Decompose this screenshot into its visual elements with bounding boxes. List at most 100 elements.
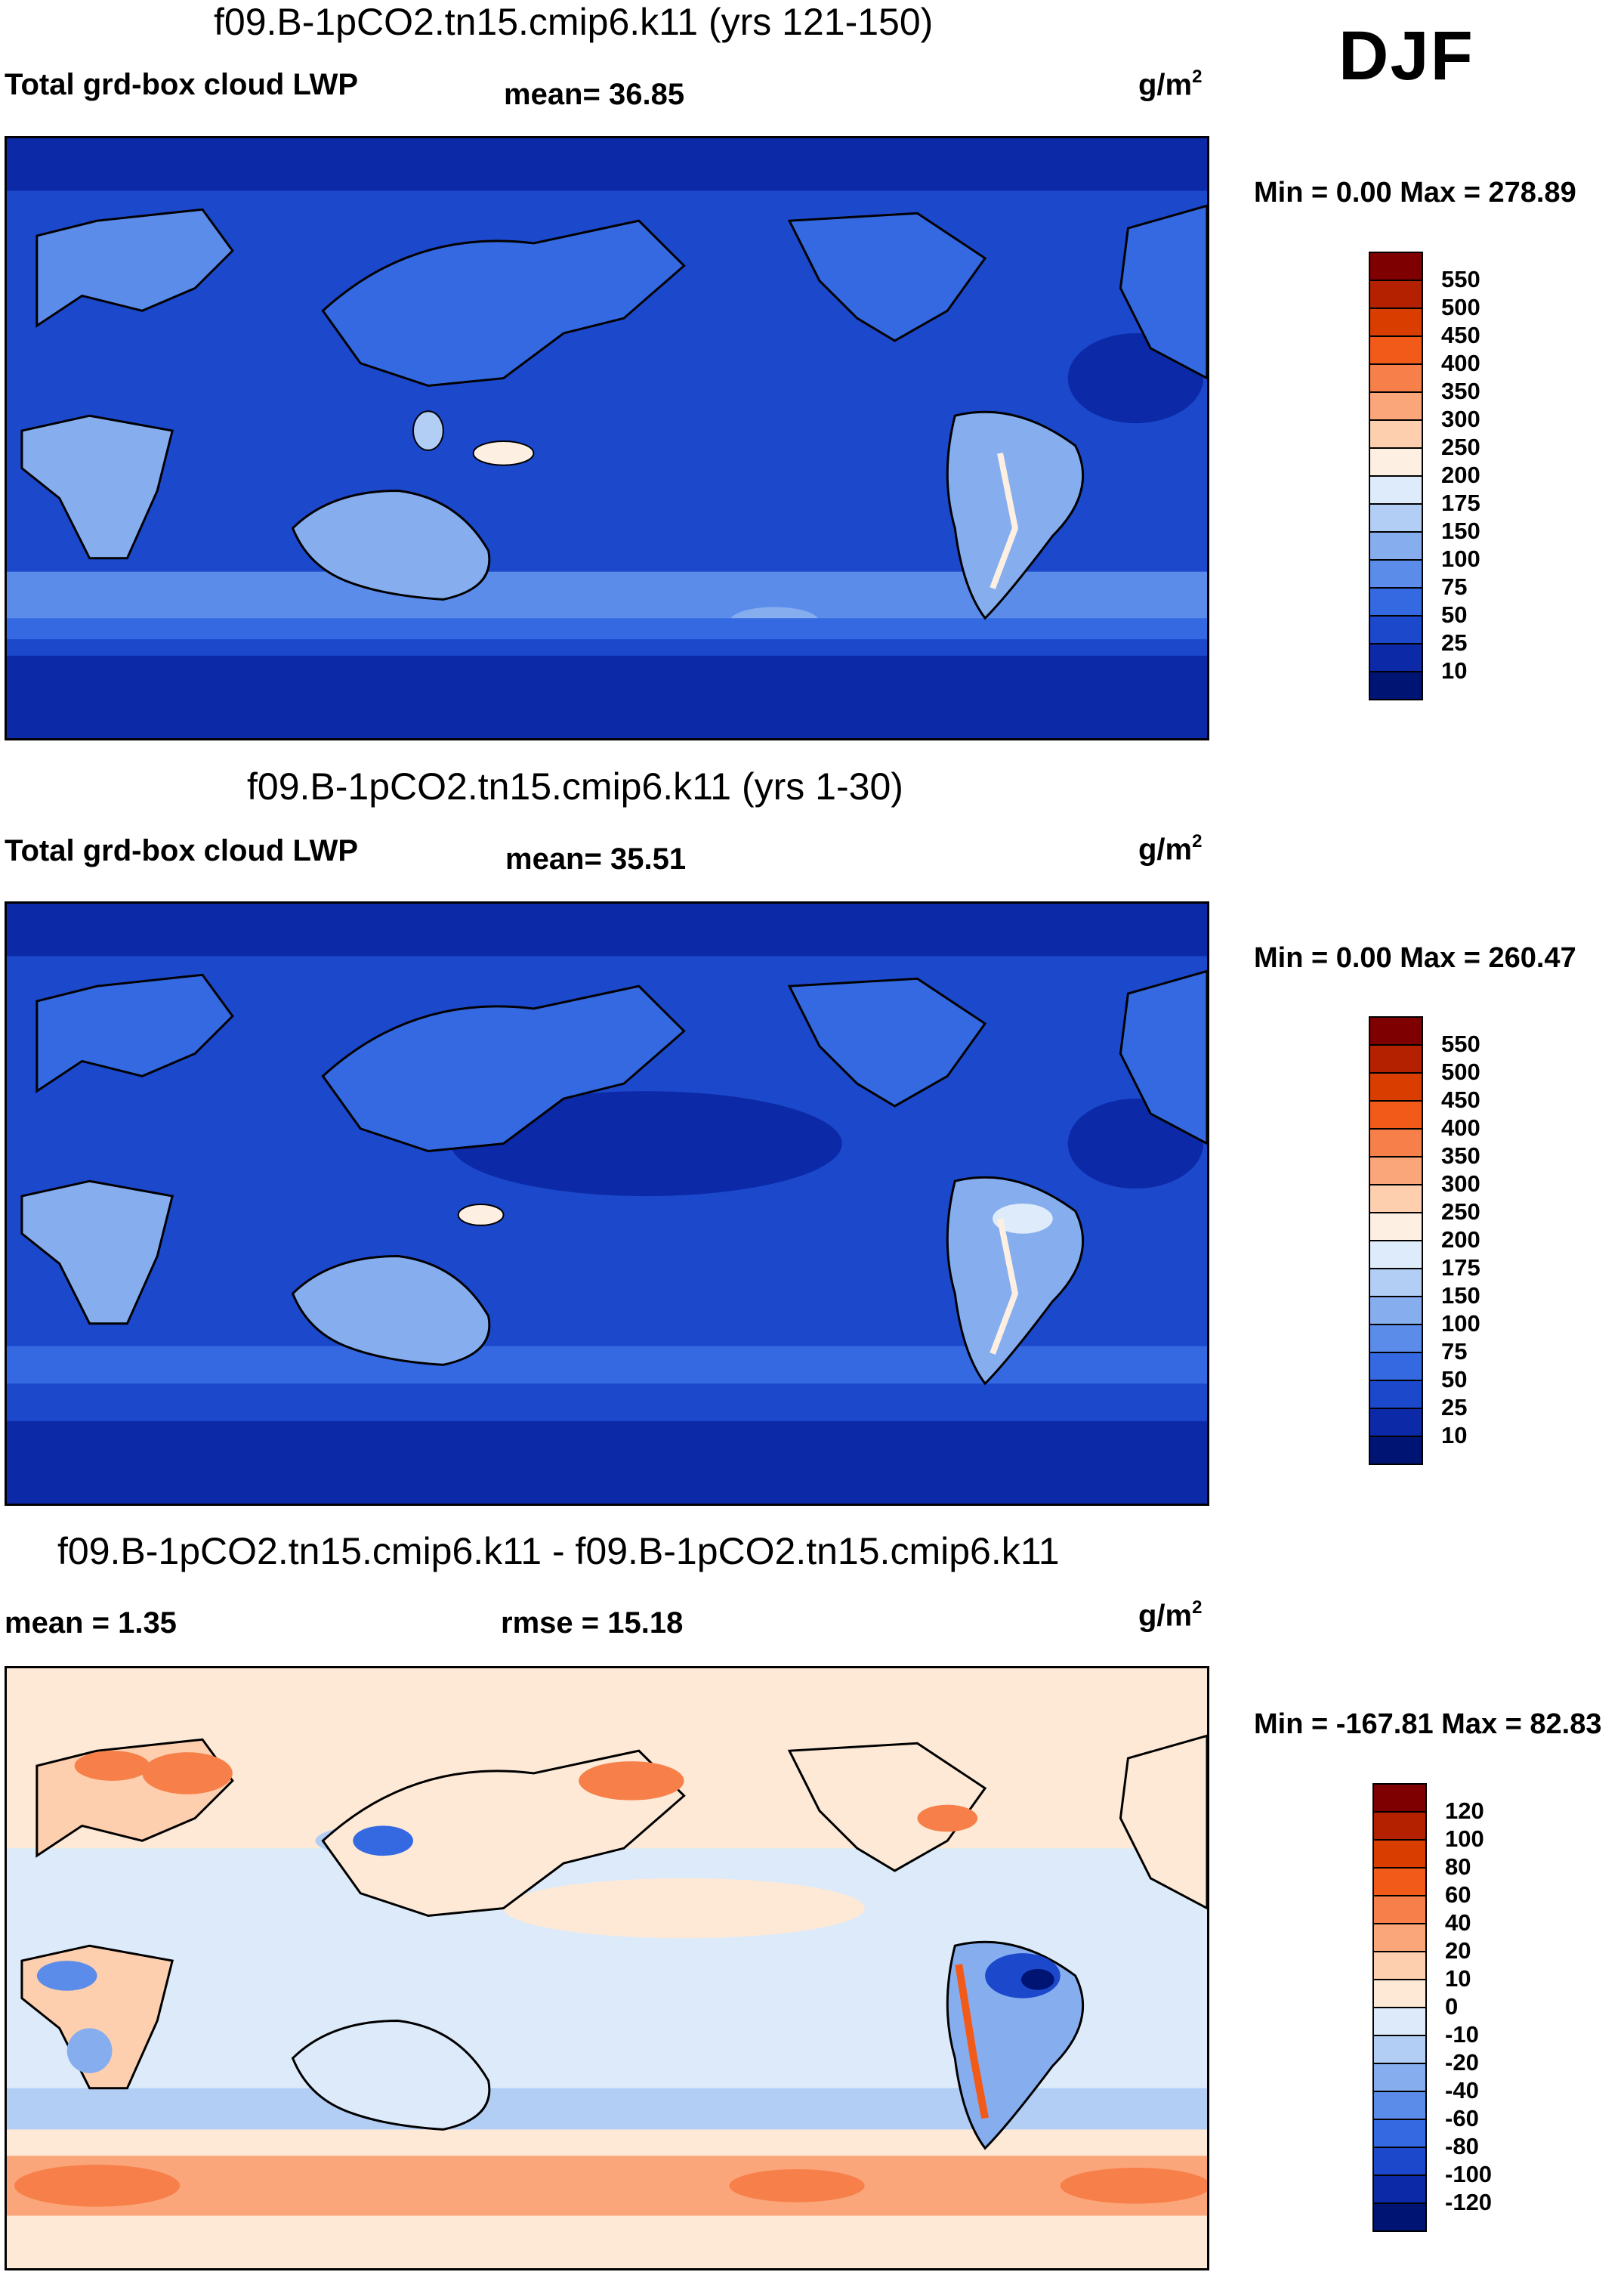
colorbar-swatch bbox=[1372, 2175, 1427, 2204]
colorbar-label: 150 bbox=[1441, 1282, 1480, 1309]
colorbar-swatch bbox=[1369, 1184, 1423, 1213]
colorbar-label: 60 bbox=[1445, 1881, 1471, 1908]
colorbar-label: 50 bbox=[1441, 1366, 1468, 1393]
colorbar-swatch bbox=[1369, 1380, 1423, 1409]
colorbar-swatch bbox=[1369, 531, 1423, 561]
colorbar-swatch bbox=[1372, 1867, 1427, 1896]
panel-1-units: g/m2 bbox=[1138, 66, 1203, 102]
colorbar-swatch bbox=[1369, 475, 1423, 505]
panel-1-mean: mean= 36.85 bbox=[504, 78, 685, 111]
colorbar-swatch bbox=[1369, 308, 1423, 337]
panel-3-units: g/m2 bbox=[1138, 1597, 1203, 1633]
colorbar-swatch bbox=[1369, 559, 1423, 589]
colorbar-swatch bbox=[1369, 419, 1423, 449]
colorbar-swatch bbox=[1372, 2202, 1427, 2232]
colorbar-label: 0 bbox=[1445, 1993, 1459, 2020]
colorbar-label: 175 bbox=[1441, 490, 1480, 516]
colorbar-label: 200 bbox=[1441, 1226, 1480, 1253]
colorbar-label: -20 bbox=[1445, 2049, 1479, 2076]
panel-2-colorbar: 550 500 450 400 350 300 250 200 175 150 100 75 50 25 1… bbox=[1369, 1016, 1480, 1465]
colorbar-label: 10 bbox=[1441, 657, 1468, 684]
panel-1-field-label: Total grd-box cloud LWP bbox=[5, 68, 359, 101]
colorbar-label: 10 bbox=[1445, 1965, 1471, 1992]
colorbar-swatch bbox=[1369, 615, 1423, 644]
panel-1-colorbar: 550 500 450 400 350 300 250 200 175 150 100 75 50 25 1… bbox=[1369, 252, 1480, 700]
colorbar-swatch bbox=[1369, 1212, 1423, 1241]
colorbar-swatch bbox=[1369, 1100, 1423, 1130]
colorbar-swatch bbox=[1372, 2007, 1427, 2036]
colorbar-label: -120 bbox=[1445, 2189, 1493, 2215]
colorbar-swatch bbox=[1372, 2091, 1427, 2120]
colorbar-swatch bbox=[1369, 447, 1423, 477]
colorbar-label: -100 bbox=[1445, 2161, 1493, 2187]
colorbar-label: 120 bbox=[1445, 1797, 1484, 1824]
colorbar-swatch bbox=[1372, 1811, 1427, 1841]
colorbar-swatch bbox=[1369, 1044, 1423, 1074]
colorbar-label: 500 bbox=[1441, 1059, 1480, 1085]
colorbar-label: -10 bbox=[1445, 2021, 1479, 2048]
colorbar-label: 100 bbox=[1441, 546, 1480, 572]
colorbar-swatch bbox=[1369, 363, 1423, 393]
colorbar-label: 75 bbox=[1441, 1338, 1468, 1365]
colorbar-label: 100 bbox=[1441, 1310, 1480, 1337]
panel-2-title: f09.B-1pCO2.tn15.cmip6.k11 (yrs 1-30) bbox=[247, 765, 903, 808]
colorbar-label: 350 bbox=[1441, 1142, 1480, 1169]
panel-1-map bbox=[5, 136, 1209, 740]
colorbar-label: 100 bbox=[1445, 1825, 1484, 1852]
colorbar-swatch bbox=[1369, 391, 1423, 421]
colorbar-label: 75 bbox=[1441, 573, 1468, 600]
panel-3-minmax: Min = -167.81 Max = 82.83 bbox=[1254, 1708, 1602, 1740]
panel-1-minmax: Min = 0.00 Max = 278.89 bbox=[1254, 177, 1576, 209]
colorbar-swatch bbox=[1372, 2035, 1427, 2064]
colorbar-swatch bbox=[1369, 1268, 1423, 1297]
colorbar-swatch bbox=[1369, 1324, 1423, 1353]
colorbar-label: 80 bbox=[1445, 1853, 1471, 1880]
colorbar-swatch bbox=[1369, 1240, 1423, 1269]
colorbar-swatch bbox=[1369, 503, 1423, 533]
panel-2-minmax: Min = 0.00 Max = 260.47 bbox=[1254, 942, 1576, 974]
panel-2-field-label: Total grd-box cloud LWP bbox=[5, 834, 359, 867]
colorbar-swatch bbox=[1369, 671, 1423, 700]
panel-1-title: f09.B-1pCO2.tn15.cmip6.k11 (yrs 121-150) bbox=[214, 1, 934, 43]
colorbar-swatch bbox=[1369, 252, 1423, 281]
colorbar-swatch bbox=[1372, 1839, 1427, 1869]
colorbar-label: 25 bbox=[1441, 629, 1468, 656]
panel-2-map bbox=[5, 901, 1209, 1506]
panel-2-mean: mean= 35.51 bbox=[505, 842, 687, 876]
colorbar-swatch bbox=[1369, 1128, 1423, 1158]
colorbar-label: 450 bbox=[1441, 322, 1480, 348]
colorbar-swatch bbox=[1372, 2063, 1427, 2092]
panel-3-title: f09.B-1pCO2.tn15.cmip6.k11 - f09.B-1pCO2… bbox=[57, 1530, 1060, 1572]
colorbar-swatch bbox=[1372, 1923, 1427, 1952]
colorbar-label: 200 bbox=[1441, 462, 1480, 488]
colorbar-label: 400 bbox=[1441, 350, 1480, 376]
colorbar-label: 10 bbox=[1441, 1422, 1468, 1448]
colorbar-label: 550 bbox=[1441, 1031, 1480, 1057]
colorbar-label: -40 bbox=[1445, 2077, 1479, 2103]
panel-3-colorbar: 120 100 80 60 40 20 10 0 -10 -20 -40 -60 -80 -100 -120 bbox=[1372, 1783, 1492, 2232]
colorbar-label: 40 bbox=[1445, 1909, 1471, 1936]
colorbar-label: 20 bbox=[1445, 1937, 1471, 1964]
colorbar-label: 550 bbox=[1441, 266, 1480, 292]
colorbar-swatch bbox=[1369, 587, 1423, 617]
colorbar-label: 250 bbox=[1441, 434, 1480, 460]
colorbar-swatch bbox=[1369, 1016, 1423, 1046]
colorbar-swatch bbox=[1369, 335, 1423, 365]
colorbar-label: 175 bbox=[1441, 1254, 1480, 1281]
colorbar-swatch bbox=[1369, 1352, 1423, 1381]
colorbar-swatch bbox=[1369, 1408, 1423, 1437]
colorbar-swatch bbox=[1369, 1296, 1423, 1325]
colorbar-swatch bbox=[1369, 1156, 1423, 1185]
colorbar-swatch bbox=[1372, 1783, 1427, 1813]
colorbar-swatch bbox=[1372, 1895, 1427, 1924]
panel-3-mean: mean = 1.35 bbox=[5, 1606, 177, 1640]
colorbar-label: 150 bbox=[1441, 518, 1480, 544]
panel-3-map bbox=[5, 1666, 1209, 2270]
colorbar-label: -80 bbox=[1445, 2133, 1479, 2159]
colorbar-swatch bbox=[1372, 1979, 1427, 2008]
colorbar-label: 300 bbox=[1441, 406, 1480, 432]
colorbar-swatch bbox=[1369, 280, 1423, 309]
colorbar-label: 50 bbox=[1441, 601, 1468, 628]
colorbar-swatch bbox=[1369, 1436, 1423, 1465]
colorbar-label: 500 bbox=[1441, 294, 1480, 320]
